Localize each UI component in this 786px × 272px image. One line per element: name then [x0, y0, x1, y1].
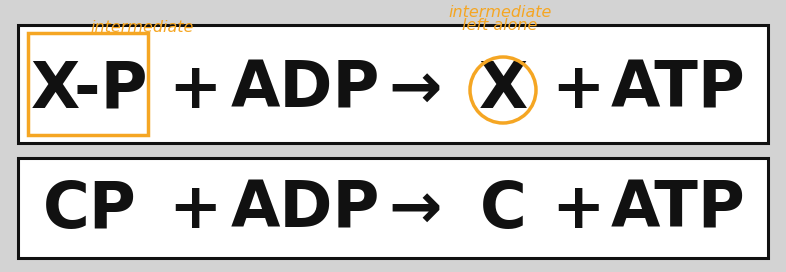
Text: CP: CP — [43, 179, 137, 241]
Text: ATP: ATP — [611, 59, 745, 121]
Text: C: C — [479, 179, 527, 241]
Text: intermediate: intermediate — [90, 20, 193, 35]
Text: ADP: ADP — [230, 59, 380, 121]
Text: X-P: X-P — [31, 59, 149, 121]
Text: left alone: left alone — [462, 18, 538, 33]
Text: +: + — [168, 59, 222, 121]
FancyBboxPatch shape — [18, 158, 768, 258]
Text: X: X — [479, 59, 527, 121]
Text: +: + — [168, 179, 222, 241]
Text: +: + — [551, 179, 604, 241]
Text: ADP: ADP — [230, 179, 380, 241]
Text: intermediate: intermediate — [448, 5, 552, 20]
Text: ATP: ATP — [611, 179, 745, 241]
Text: +: + — [551, 59, 604, 121]
Text: →: → — [388, 59, 442, 121]
Text: →: → — [388, 179, 442, 241]
FancyBboxPatch shape — [18, 25, 768, 143]
